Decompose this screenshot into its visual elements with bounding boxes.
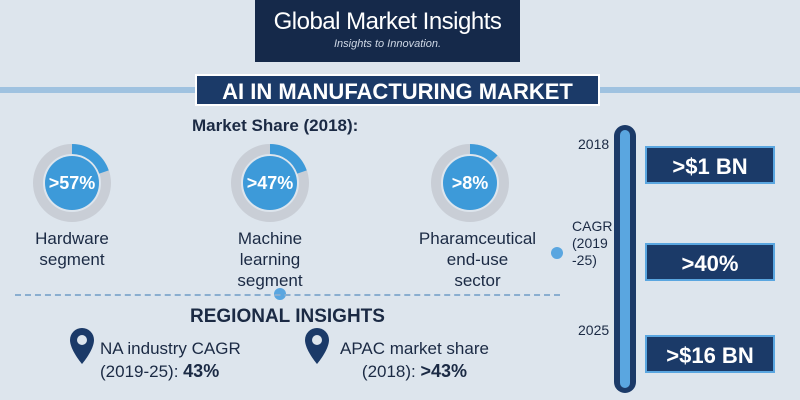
share-heading: Market Share (2018): [192, 116, 359, 135]
regional-item: APAC market share (2018): >43% [340, 338, 489, 383]
brand: Global Market Insights [273, 8, 502, 35]
tagline: Insights to Innovation. [333, 38, 441, 50]
regional-heading: REGIONAL INSIGHTS [190, 306, 385, 327]
label-line: Hardware [35, 229, 109, 248]
timeline-figure: >40% [645, 243, 775, 281]
label-line: end-use [446, 250, 509, 269]
share-label: Hardware segment [12, 228, 132, 270]
line: (2019 [572, 235, 608, 251]
line: APAC market share [340, 339, 489, 358]
label-line: segment [39, 250, 105, 269]
header: Global Market Insights Insights to Innov… [255, 0, 520, 62]
share-value: >57% [48, 173, 96, 193]
regional-item: NA industry CAGR (2019-25): 43% [100, 338, 241, 383]
label-line: segment [237, 271, 303, 290]
share-value: >47% [246, 173, 294, 193]
period: (2018): [361, 362, 416, 381]
timeline-figure: >$1 BN [645, 146, 775, 184]
label-line: learning [239, 250, 301, 269]
line: 2018 [578, 136, 610, 152]
line: CAGR [572, 218, 613, 234]
dot [551, 247, 563, 259]
divider [15, 294, 560, 296]
timeline-figure: >$16 BN [645, 335, 775, 373]
share-label: Pharamceutical end-use sector [405, 228, 550, 291]
label-line: Pharamceutical [418, 229, 537, 248]
line: 2025 [578, 322, 610, 338]
figure: >43% [420, 361, 468, 381]
share-label: Machine learning segment [210, 228, 330, 291]
figure: 43% [183, 361, 220, 381]
title: AI IN MANUFACTURING MARKET [195, 74, 600, 106]
line: NA industry CAGR [100, 339, 241, 358]
label-line: sector [454, 271, 501, 290]
line: (2019-25): 43% [100, 360, 241, 383]
timeline-label: CAGR (2019 -25) [572, 218, 612, 269]
line: -25) [572, 252, 597, 268]
line: (2018): >43% [340, 360, 489, 383]
rings [33, 144, 509, 222]
timeline-label: 2018 [578, 136, 609, 153]
period: (2019-25): [100, 362, 179, 381]
pins [70, 328, 329, 364]
timeline-label: 2025 [578, 322, 609, 339]
share-value: >8% [451, 173, 489, 193]
timeline-inner [620, 130, 630, 388]
label-line: Machine [237, 229, 303, 248]
